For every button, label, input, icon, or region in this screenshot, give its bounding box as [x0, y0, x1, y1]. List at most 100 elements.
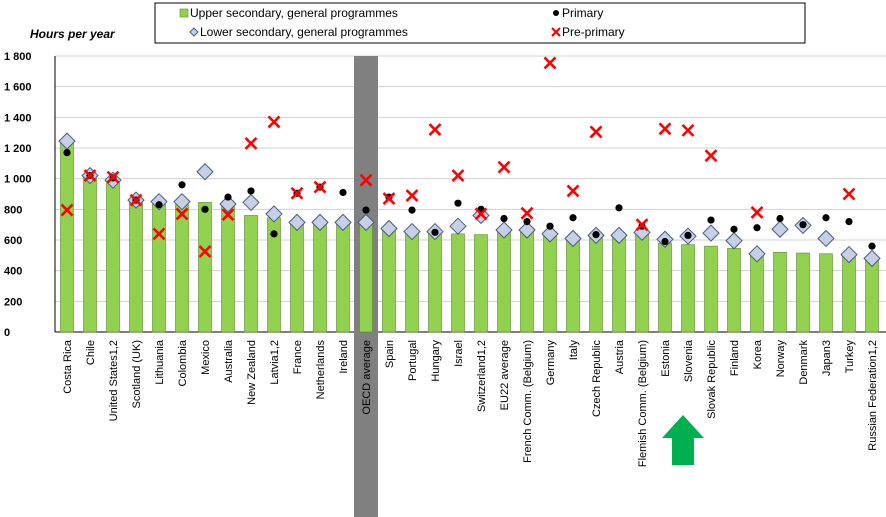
x-tick-label: Norway: [775, 340, 787, 378]
cross-marker: [842, 187, 856, 201]
bar: [819, 253, 833, 333]
cross-marker: [428, 123, 442, 137]
x-tick-label: Australia: [223, 339, 235, 383]
cross-marker: [359, 173, 373, 187]
diamond-marker: [219, 195, 237, 213]
cross-stroke: [359, 173, 373, 187]
x-tick-label: Denmark: [798, 340, 810, 385]
cross-stroke: [152, 227, 166, 241]
cross-marker: [474, 207, 488, 221]
x-tick-label: Spain: [384, 340, 396, 368]
dot-marker: [868, 242, 876, 250]
legend-swatch: [553, 10, 559, 16]
x-tick-label: Turkey: [844, 340, 856, 374]
diamond-marker: [495, 221, 513, 239]
cross-marker: [152, 227, 166, 241]
cross-marker: [543, 56, 557, 70]
legend-label: Pre-primary: [562, 25, 625, 39]
y-tick-label: 600: [4, 235, 22, 247]
cross-stroke: [681, 123, 695, 137]
dot-marker: [362, 206, 370, 214]
dot-marker: [339, 188, 347, 197]
legend-label: Lower secondary, general programmes: [200, 25, 408, 39]
x-tick-label: Czech Republic: [591, 340, 603, 418]
y-tick-label: 0: [4, 327, 10, 339]
x-tick-label: Chile: [85, 340, 97, 365]
bar: [865, 258, 879, 333]
dot-marker: [63, 149, 71, 157]
bar: [428, 232, 442, 333]
diamond-marker: [449, 217, 467, 235]
y-tick-label: 1 000: [4, 174, 32, 186]
legend-label: Primary: [562, 6, 603, 20]
x-tick-label: Colombia: [177, 339, 189, 386]
cross-stroke: [704, 149, 718, 163]
x-tick-label: Japan3: [821, 340, 833, 376]
x-tick-label: Estonia: [660, 339, 672, 377]
dot-marker: [569, 214, 577, 222]
cross-stroke: [474, 207, 488, 221]
diamond-marker: [196, 163, 214, 181]
cross-stroke: [60, 203, 74, 217]
x-tick-label: EU22 average: [499, 340, 511, 410]
x-tick-label: Lithuania: [154, 339, 166, 385]
cross-stroke: [497, 160, 511, 174]
bar: [589, 235, 603, 333]
dot-marker: [431, 228, 439, 236]
cross-marker: [681, 123, 695, 137]
y-tick-label: 200: [4, 296, 22, 308]
dot-marker: [408, 206, 416, 214]
dot-marker: [707, 216, 715, 224]
dot-marker: [454, 199, 462, 207]
dot-marker: [546, 222, 554, 230]
cross-stroke: [129, 193, 143, 207]
y-tick-label: 1 800: [4, 51, 32, 63]
legend-swatch: [179, 8, 189, 18]
dot-marker: [799, 221, 807, 229]
x-tick-label: Scotland (UK): [131, 340, 143, 408]
cross-marker: [313, 180, 327, 194]
bar: [451, 233, 465, 333]
cross-stroke: [267, 115, 281, 129]
bar: [106, 182, 120, 333]
cross-stroke: [175, 207, 189, 221]
cross-stroke: [589, 125, 603, 139]
cross-marker: [244, 136, 258, 150]
x-tick-label: Italy: [568, 340, 580, 361]
x-tick-label: Hungary: [430, 340, 442, 382]
bar: [681, 244, 695, 333]
cross-marker: [221, 208, 235, 222]
cross-marker: [750, 205, 764, 219]
legend: Upper secondary, general programmes Lower…: [154, 2, 806, 44]
x-tick-label: Finland: [729, 340, 741, 376]
cross-marker: [267, 115, 281, 129]
cross-stroke: [543, 56, 557, 70]
gridlines: [54, 55, 886, 333]
diamond-marker: [288, 213, 306, 232]
x-tick-label: New Zealand: [246, 340, 258, 405]
diamond-marker: [311, 213, 329, 232]
bar: [474, 234, 488, 333]
x-axis-labels: Costa Rica Chile United States1,2 Scotland …: [62, 339, 879, 467]
dot-marker: [592, 231, 600, 239]
x-tick-label: Mexico: [200, 340, 212, 375]
bar: [543, 233, 557, 333]
dot-marker: [684, 231, 692, 239]
cross-stroke: [106, 170, 120, 184]
bar: [221, 204, 235, 333]
cross-stroke: [842, 187, 856, 201]
cross-stroke: [198, 245, 212, 258]
bar: [796, 252, 810, 333]
bar: [359, 223, 373, 333]
y-axis-ticks: 0 200 400 600 800 1 000 1 200 1 400 1 600 1 800: [4, 51, 32, 339]
diamond-marker: [334, 213, 352, 232]
bar: [405, 232, 419, 333]
x-tick-label: United States1,2: [108, 340, 120, 421]
bar: [175, 202, 189, 333]
y-tick-label: 800: [4, 204, 22, 216]
bar: [842, 254, 856, 333]
legend-box: [154, 2, 806, 44]
diamond-marker: [541, 225, 559, 243]
bar: [612, 235, 626, 333]
